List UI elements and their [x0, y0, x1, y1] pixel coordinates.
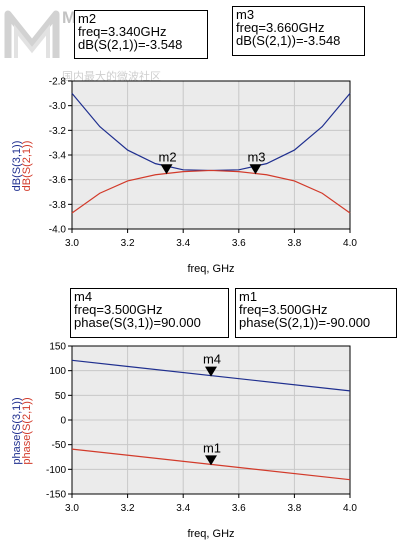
s-parameter-phase-chart: 3.0 3.2 3.4 3.6 3.8 4.0 -150 -100 -50 0 50 100 150 fr… [11, 342, 357, 541]
marker-label: m2 [158, 149, 176, 164]
y-tick-label: -3.6 [49, 175, 67, 186]
y-axis-label: dB(S(3,1)) [11, 141, 23, 192]
x-tick-label: 4.0 [343, 238, 357, 249]
marker-triangle-icon [205, 366, 217, 377]
x-tick-label: 3.2 [121, 238, 135, 249]
y-axis-label: phase(S(3,1)) [11, 397, 23, 464]
y-tick-label: -150 [46, 490, 66, 501]
x-tick-label: 3.6 [232, 503, 246, 514]
x-tick-label: 3.2 [121, 503, 135, 514]
y-tick-label: 0 [60, 416, 66, 427]
x-axis-label: freq, GHz [187, 263, 234, 275]
s-parameter-magnitude-chart: 3.0 3.2 3.4 3.6 3.8 4.0 -4.0 -3.8 -3.6 -3.4 -3.2 -3… [11, 77, 357, 276]
marker-triangle-icon [205, 455, 217, 466]
marker-name: m3 [236, 7, 255, 22]
y-tick-label: -3.2 [49, 126, 67, 137]
x-tick-label: 3.6 [232, 238, 246, 249]
marker-readout-m4: m4 freq=3.500GHz phase(S(3,1))=90.000 [70, 288, 229, 338]
y-tick-label: 100 [49, 366, 66, 377]
x-tick-label: 3.8 [287, 238, 301, 249]
marker-label: m1 [203, 440, 221, 455]
y-axis-label: phase(S(2,1)) [21, 397, 33, 464]
marker-triangle-icon [160, 164, 173, 175]
marker-label: m4 [203, 352, 221, 367]
x-tick-label: 3.8 [287, 503, 301, 514]
x-tick-label: 3.4 [176, 503, 190, 514]
marker-name: m4 [74, 289, 93, 304]
x-tick-label: 3.0 [65, 238, 79, 249]
marker-triangle-icon [249, 164, 262, 175]
marker-readout-m2: m2 freq=3.340GHz dB(S(2,1))=-3.548 [74, 10, 208, 59]
marker-freq: freq=3.660GHz [236, 20, 325, 35]
y-tick-label: -3.4 [49, 151, 67, 162]
y-tick-label: -3.0 [49, 101, 67, 112]
series-line-s21 [71, 169, 351, 214]
x-tick-label: 3.0 [65, 503, 79, 514]
marker-measurement: phase(S(2,1))=-90.000 [239, 315, 371, 330]
y-axis-label: dB(S(2,1)) [21, 141, 33, 192]
x-tick-label: 4.0 [343, 503, 357, 514]
marker-name: m1 [239, 289, 258, 304]
y-tick-label: -4.0 [49, 225, 67, 236]
marker-measurement: dB(S(2,1))=-3.548 [78, 37, 183, 52]
y-tick-label: -3.8 [49, 200, 67, 211]
y-tick-label: 50 [55, 391, 67, 402]
y-tick-label: 150 [49, 342, 66, 353]
marker-readout-m3: m3 freq=3.660GHz dB(S(2,1))=-3.548 [232, 6, 365, 56]
x-tick-label: 3.4 [176, 238, 190, 249]
x-axis-label: freq, GHz [187, 528, 234, 540]
marker-label: m3 [247, 149, 265, 164]
marker-freq: freq=3.340GHz [78, 24, 167, 39]
marker-measurement: dB(S(2,1))=-3.548 [236, 33, 341, 48]
y-tick-label: -2.8 [49, 77, 67, 88]
y-tick-label: -50 [52, 440, 67, 451]
marker-freq: freq=3.500GHz [239, 302, 328, 317]
micronet-logo-icon [4, 10, 60, 58]
marker-readout-m1: m1 freq=3.500GHz phase(S(2,1))=-90.000 [235, 288, 397, 338]
marker-freq: freq=3.500GHz [74, 302, 163, 317]
marker-measurement: phase(S(3,1))=90.000 [74, 315, 201, 330]
y-tick-label: -100 [46, 465, 66, 476]
marker-name: m2 [78, 11, 97, 26]
